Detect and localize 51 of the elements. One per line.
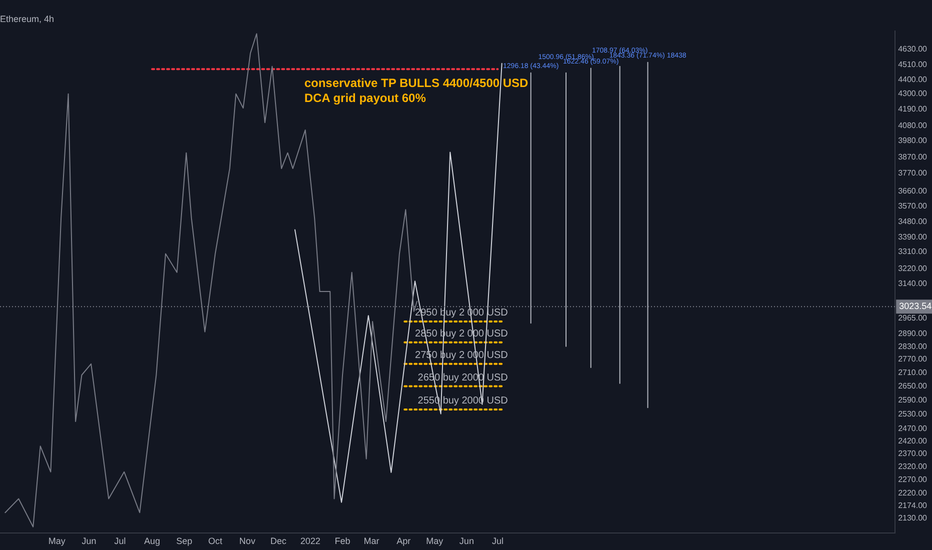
- y-tick-label: 4190.00: [898, 104, 928, 114]
- x-tick-label: Jul: [492, 536, 504, 546]
- x-tick-label: Dec: [270, 536, 287, 546]
- y-tick-label: 2420.00: [898, 436, 928, 446]
- y-tick-label: 2710.00: [898, 368, 928, 377]
- y-tick-label: 2650.00: [898, 382, 928, 390]
- y-tick-label: 3660.00: [898, 186, 928, 196]
- y-tick-label: 3310.00: [898, 247, 928, 256]
- y-tick-label: 3770.00: [898, 168, 928, 178]
- y-tick-label: 2770.00: [898, 354, 928, 364]
- x-tick-label: Apr: [396, 536, 411, 546]
- x-tick-label: Aug: [144, 536, 160, 546]
- y-tick-label: 3570.00: [898, 201, 928, 210]
- y-tick-label: 2370.00: [898, 448, 928, 458]
- annotation: DCA grid payout 60%: [304, 90, 426, 105]
- x-tick-label: Feb: [334, 536, 350, 546]
- x-tick-label: Jul: [114, 536, 126, 546]
- y-tick-label: 3870.00: [898, 152, 928, 162]
- y-tick-label: 2130.00: [898, 513, 928, 522]
- x-tick-label: Jun: [459, 536, 474, 546]
- y-tick-label: 4630.00: [898, 44, 928, 54]
- y-tick-label: 2220.00: [898, 488, 928, 498]
- y-tick-label: 2530.00: [898, 409, 928, 418]
- x-tick-label: May: [48, 536, 66, 546]
- ref-line-label: 3023.54: [899, 301, 932, 312]
- y-tick-label: 2470.00: [898, 424, 928, 433]
- x-tick-label: Sep: [176, 536, 192, 546]
- chart-title: Ethereum, 4h: [0, 14, 54, 24]
- y-tick-label: 2174.00: [898, 501, 928, 510]
- y-tick-label: 4510.00: [898, 60, 928, 70]
- x-tick-label: Oct: [208, 536, 223, 546]
- x-tick-label: Jun: [82, 536, 96, 546]
- y-tick-label: 2270.00: [898, 475, 928, 484]
- x-tick-label: May: [426, 536, 444, 546]
- y-tick-label: 3220.00: [898, 264, 928, 273]
- y-tick-label: 2590.00: [898, 395, 928, 404]
- x-tick-label: 2022: [300, 536, 320, 546]
- y-tick-label: 4400.00: [898, 75, 928, 84]
- y-tick-label: 4080.00: [898, 120, 928, 130]
- y-tick-label: 2320.00: [898, 462, 928, 471]
- y-tick-label: 3390.00: [898, 232, 928, 242]
- y-tick-label: 2965.00: [898, 314, 928, 323]
- y-tick-label: 3480.00: [898, 216, 928, 226]
- x-tick-label: Mar: [364, 536, 380, 546]
- y-tick-label: 4300.00: [898, 89, 928, 98]
- y-tick-label: 2890.00: [898, 329, 928, 338]
- y-tick-label: 3140.00: [898, 278, 928, 288]
- y-tick-label: 3980.00: [898, 136, 928, 145]
- y-tick-label: 2830.00: [898, 342, 928, 351]
- annotation: conservative TP BULLS 4400/4500 USD: [304, 76, 529, 90]
- x-tick-label: Nov: [239, 536, 256, 546]
